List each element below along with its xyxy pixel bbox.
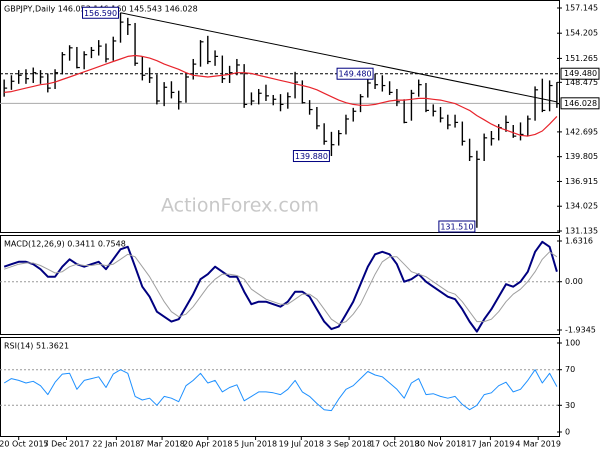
panel-frame — [0, 235, 560, 335]
price-tag — [560, 67, 600, 80]
y-tick-label: 1.6316 — [565, 236, 593, 245]
y-tick-label: 139.805 — [565, 152, 598, 161]
annotation-label: 156.590 — [84, 9, 117, 18]
x-tick-label: 7 Mar 2018 — [139, 440, 185, 449]
y-tick-label: 157.145 — [565, 3, 598, 12]
x-tick-label: 20 Oct 2017 — [0, 440, 49, 449]
price-tag — [560, 97, 600, 110]
panel-frame — [0, 337, 560, 437]
x-tick-label: 5 Dec 2017 — [43, 440, 89, 449]
x-tick-label: 5 Jun 2018 — [234, 440, 277, 449]
x-tick-label: 22 Jan 2018 — [92, 440, 140, 449]
price-tag-label: 149.480 — [564, 69, 597, 78]
y-tick-label: 131.135 — [565, 227, 598, 236]
price-tag-label: 146.028 — [564, 99, 597, 108]
panel-frame — [0, 0, 560, 233]
y-tick-label: -1.9345 — [565, 325, 596, 334]
panel-title: RSI(14) 51.3621 — [4, 342, 69, 351]
series-line — [4, 251, 558, 325]
annotation-box — [82, 6, 120, 19]
y-tick-label: 100 — [565, 338, 580, 347]
annotation-label: 139.880 — [295, 152, 328, 161]
annotation-box — [438, 220, 476, 233]
x-tick-label: 17 Oct 2018 — [370, 440, 419, 449]
x-tick-label: 30 Nov 2018 — [415, 440, 466, 449]
annotation-label: 131.510 — [440, 223, 473, 232]
y-tick-label: 0.00 — [565, 277, 583, 286]
y-tick-label: 154.205 — [565, 29, 598, 38]
y-tick-label: 70 — [565, 365, 575, 374]
y-tick-label: 151.265 — [565, 54, 598, 63]
x-tick-label: 20 Apr 2018 — [183, 440, 232, 449]
trendline — [120, 12, 557, 103]
series-line — [3, 369, 558, 412]
x-tick-label: 17 Jan 2019 — [466, 440, 514, 449]
y-tick-label: 148.475 — [565, 78, 598, 87]
watermark: ActionForex.com — [161, 195, 319, 217]
y-tick-label: 136.915 — [565, 177, 598, 186]
annotation-label: 149.480 — [339, 70, 372, 79]
annotation-box — [292, 150, 330, 163]
series-line — [3, 240, 558, 333]
x-tick-label: 19 Jul 2018 — [279, 440, 324, 449]
y-tick-label: 30 — [565, 401, 575, 410]
x-tick-label: 4 Mar 2019 — [515, 440, 561, 449]
x-tick-label: 3 Sep 2018 — [326, 440, 372, 449]
annotation-box — [336, 67, 374, 80]
moving-average — [4, 54, 558, 137]
y-tick-label: 0 — [565, 427, 570, 436]
y-tick-label: 142.695 — [565, 127, 598, 136]
y-tick-label: 134.025 — [565, 202, 598, 211]
panel-title: MACD(12,26,9) 0.3411 0.7548 — [4, 240, 126, 249]
